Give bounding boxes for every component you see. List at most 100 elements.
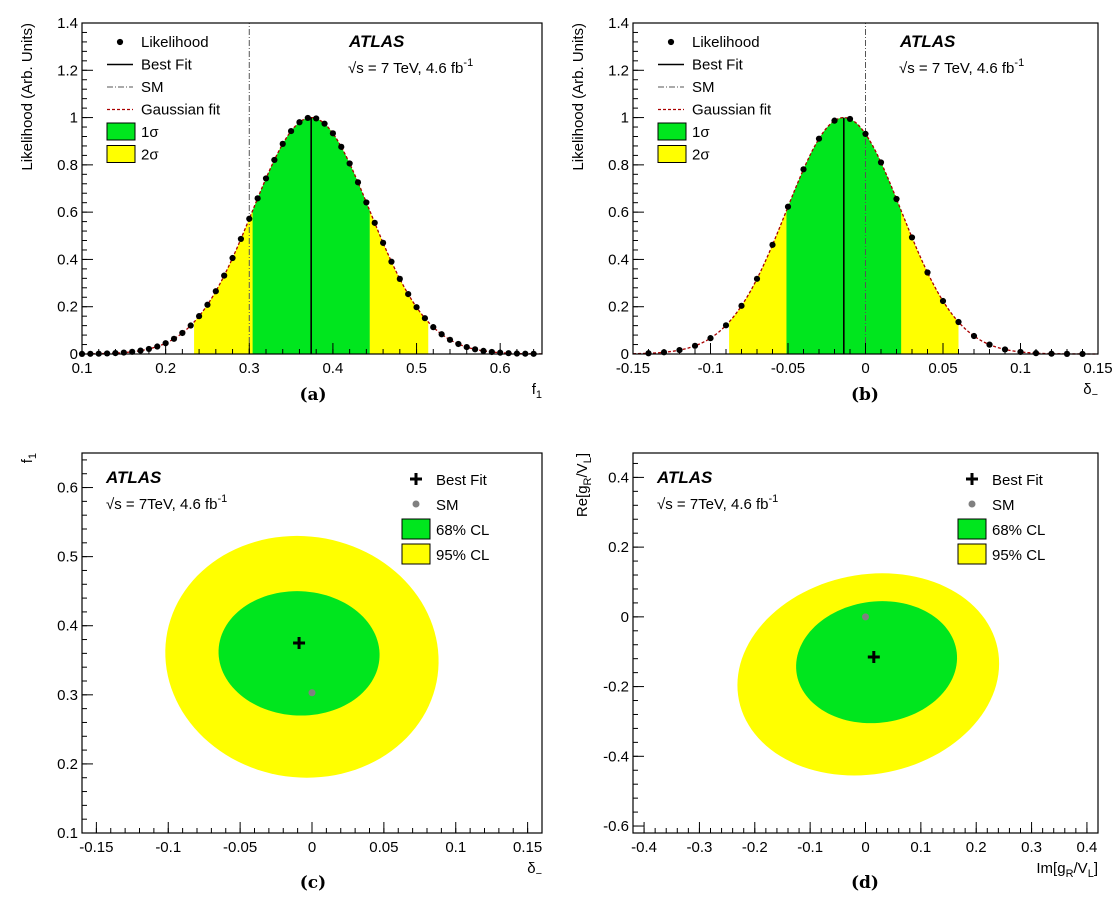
x-tick-label: -0.2 [742,839,768,856]
likelihood-point [287,127,295,135]
likelihood-point [179,329,186,337]
likelihood-point [800,166,807,173]
x-axis-title-part: Im[g [1036,860,1065,877]
likelihood-point [338,143,345,150]
y-axis-title-sub: 1 [27,453,39,459]
likelihood-point [722,322,730,329]
x-axis-title-sub: − [1092,389,1098,401]
likelihood-point [371,219,378,226]
x-tick-label: -0.1 [698,360,724,377]
panel-b: -0.15 -0.1 -0.05 0 0.05 0.1 0.15 0 0.2 0.4 0.6 0.8 1… [570,15,1113,405]
y-tick-label: 1.2 [608,62,629,79]
likelihood-point [304,114,311,122]
y-tick-label: 0.4 [608,469,629,486]
legend: Best Fit SM 68% CL 95% CL [957,472,1045,565]
legend-label: Gaussian fit [141,102,221,119]
y-tick-label: 0.2 [57,756,78,773]
likelihood-point [877,159,885,166]
x-tick-label: -0.15 [79,839,113,856]
x-tick-label: -0.15 [616,360,650,377]
likelihood-point [970,332,978,340]
legend-label: Best Fit [436,472,488,489]
x-tick-label: -0.05 [771,360,805,377]
x-axis-title: δ− [527,860,542,880]
y-axis-title-part: L [582,457,594,463]
likelihood-point [254,195,261,202]
y-tick-label: 0.4 [57,251,78,268]
likelihood-point [137,347,144,354]
sm-point [308,689,316,697]
x-tick-label: -0.3 [686,839,712,856]
legend-swatch-likelihood [116,38,124,46]
likelihood-point [204,301,211,308]
legend-label: 2σ [692,147,710,164]
likelihood-point [329,130,337,137]
y-tick-label: 0.2 [608,299,629,316]
legend-label: SM [436,497,459,514]
legend-label: 95% CL [436,547,489,564]
likelihood-point [707,335,714,342]
likelihood-point [446,336,454,343]
likelihood-point [346,160,353,167]
atlas-label: ATLAS [656,468,713,487]
likelihood-point [221,272,228,279]
x-tick-label: 0.1 [910,839,931,856]
likelihood-point [862,130,869,138]
x-axis-title-sub: − [536,868,542,880]
legend: Likelihood Best Fit SM Gaussian fit 1σ 2σ [657,34,772,164]
panel-a: 0.1 0.2 0.3 0.4 0.5 0.600.20.40.60.811.21.4f1… [19,15,543,405]
likelihood-point [505,350,512,357]
likelihood-point [271,156,278,164]
legend-label: SM [692,79,715,96]
y-tick-label: 0.5 [57,549,78,566]
x-tick-label: 0.3 [239,360,260,377]
likelihood-points [645,115,1086,358]
x-tick-label: -0.1 [797,839,823,856]
y-tick-label: -0.2 [603,679,629,696]
likelihood-point [363,199,370,206]
x-tick-label: 0.4 [1076,839,1097,856]
likelihood-point [246,215,253,222]
legend-swatch-95cl [957,543,987,565]
y-tick-label: 0.6 [57,204,78,221]
atlas-label: ATLAS [348,32,405,51]
x-axis-title: δ− [1083,381,1098,401]
x-axis-title-part: ] [1094,860,1098,877]
likelihood-point [279,140,286,147]
plot-frame [81,22,543,355]
x-tick-label: 0 [308,839,316,856]
y-tick-label: 0.4 [608,251,629,268]
legend-swatch-1sigma [106,122,136,141]
likelihood-point [296,119,303,126]
likelihood-point [195,313,203,320]
x-axis-title-main: f [532,381,537,398]
y-tick-label: 1.4 [57,15,78,32]
legend-label: Best Fit [692,57,744,74]
x-tick-label: 0 [861,360,869,377]
legend-label: 1σ [141,124,159,141]
y-axis-title: Likelihood (Arb. Units) [19,23,36,171]
x-tick-label: -0.1 [155,839,181,856]
x-tick-label: 0.1 [72,360,93,377]
y-axis-title-part: R [582,477,594,485]
panel-caption: (d) [851,873,879,893]
y-axis-title-part: /V [574,463,591,477]
legend: Best Fit SM 68% CL 95% CL [401,472,489,565]
likelihood-point [924,269,931,276]
legend-label: 2σ [141,147,159,164]
legend-label: 68% CL [992,522,1045,539]
energy-label-main: √s = 7 TeV, 4.6 fb [348,60,463,77]
x-tick-label: 0.3 [1021,839,1042,856]
y-tick-label: 0.6 [57,480,78,497]
energy-label: √s = 7 TeV, 4.6 fb-1 [348,57,473,77]
likelihood-point [893,195,900,203]
legend-swatch-2sigma [106,145,136,163]
likelihood-point [831,117,838,124]
legend-label: 68% CL [436,522,489,539]
likelihood-point [430,324,437,331]
legend-label: Likelihood [141,34,209,51]
panel-d: -0.4 -0.3 -0.2 -0.1 0 0.1 0.2 0.3 0.4-0.6-0.4-0.… [574,452,1099,893]
x-axis-title: Im[gR/VL] [1036,860,1098,880]
y-tick-label: 0 [70,346,78,363]
